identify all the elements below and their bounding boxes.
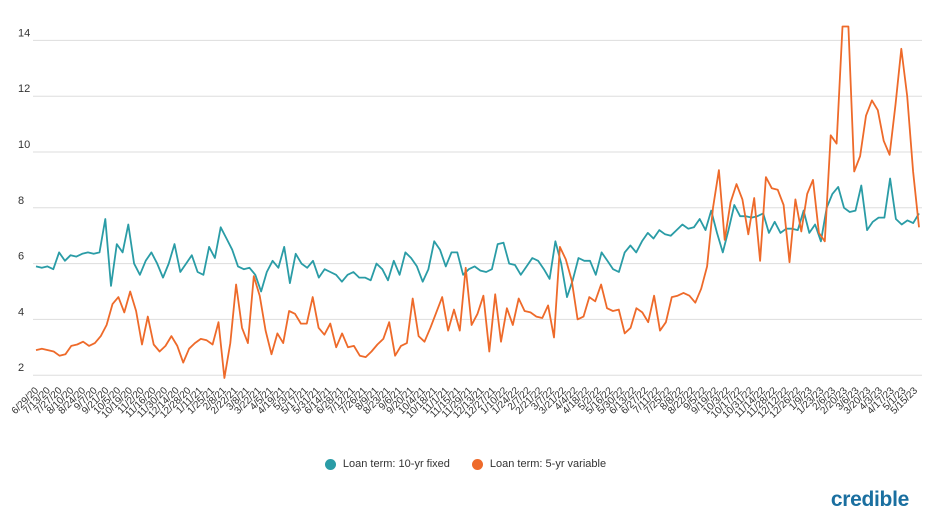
- y-tick-label: 4: [18, 306, 24, 318]
- y-tick-label: 14: [18, 27, 30, 39]
- y-tick-label: 2: [18, 362, 24, 374]
- gridlines: [33, 39, 922, 376]
- series-line-10yr-fixed: [35, 177, 920, 299]
- legend-label: Loan term: 10-yr fixed: [342, 458, 450, 470]
- series-line-5yr-variable: [35, 25, 920, 379]
- legend: Loan term: 10-yr fixed Loan term: 5-yr v…: [0, 458, 931, 470]
- legend-item-10yr-fixed[interactable]: Loan term: 10-yr fixed: [324, 458, 450, 470]
- y-tick-label: 10: [18, 139, 30, 151]
- legend-label: Loan term: 5-yr variable: [489, 458, 607, 470]
- y-axis-ticks: 2 4 6 8 10 12 14: [18, 27, 30, 374]
- series-lines: [35, 25, 920, 379]
- legend-dot-icon: [471, 458, 483, 470]
- x-axis-ticks: 6/29/207/13/207/27/208/10/208/24/209/7/2…: [10, 385, 921, 421]
- brand-logo: credible: [830, 488, 909, 511]
- y-tick-label: 8: [18, 195, 24, 207]
- legend-item-5yr-variable[interactable]: Loan term: 5-yr variable: [471, 458, 607, 470]
- y-tick-label: 12: [18, 83, 30, 95]
- legend-dot-icon: [324, 458, 336, 470]
- y-tick-label: 6: [18, 251, 24, 263]
